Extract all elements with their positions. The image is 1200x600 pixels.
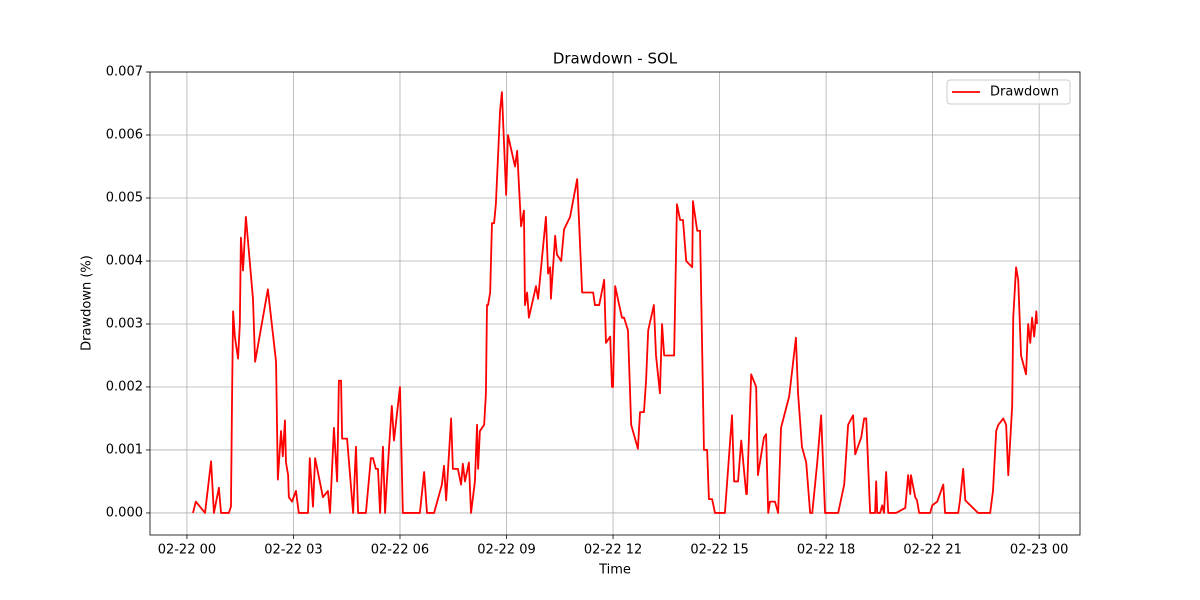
chart-title: Drawdown - SOL — [553, 50, 678, 68]
x-tick-label: 02-23 00 — [1010, 543, 1068, 558]
y-tick-label: 0.000 — [106, 505, 143, 520]
legend-box — [946, 79, 1071, 105]
x-tick-label: 02-22 12 — [584, 543, 642, 558]
x-tick-label: 02-22 06 — [371, 543, 429, 558]
data-line — [192, 91, 1038, 514]
y-tick-label: 0.006 — [106, 127, 143, 142]
y-tick-label: 0.002 — [106, 379, 143, 394]
x-tick-label: 02-22 03 — [264, 543, 322, 558]
y-tick-label: 0.005 — [106, 190, 143, 205]
x-tick-label: 02-22 18 — [797, 543, 855, 558]
x-tick-label: 02-22 15 — [690, 543, 748, 558]
x-tick-label: 02-22 09 — [477, 543, 535, 558]
plot-frame — [149, 71, 1081, 536]
x-tick-label: 02-22 21 — [903, 543, 961, 558]
x-axis-label: Time — [598, 563, 631, 578]
y-axis-label: Drawdown (%) — [80, 255, 95, 351]
y-tick-label: 0.007 — [106, 65, 143, 80]
legend-label: Drawdown — [990, 85, 1059, 100]
x-tick-label: 02-22 00 — [158, 543, 216, 558]
y-tick-label: 0.001 — [106, 442, 143, 457]
y-tick-label: 0.004 — [106, 253, 143, 268]
y-tick-label: 0.003 — [106, 316, 143, 331]
